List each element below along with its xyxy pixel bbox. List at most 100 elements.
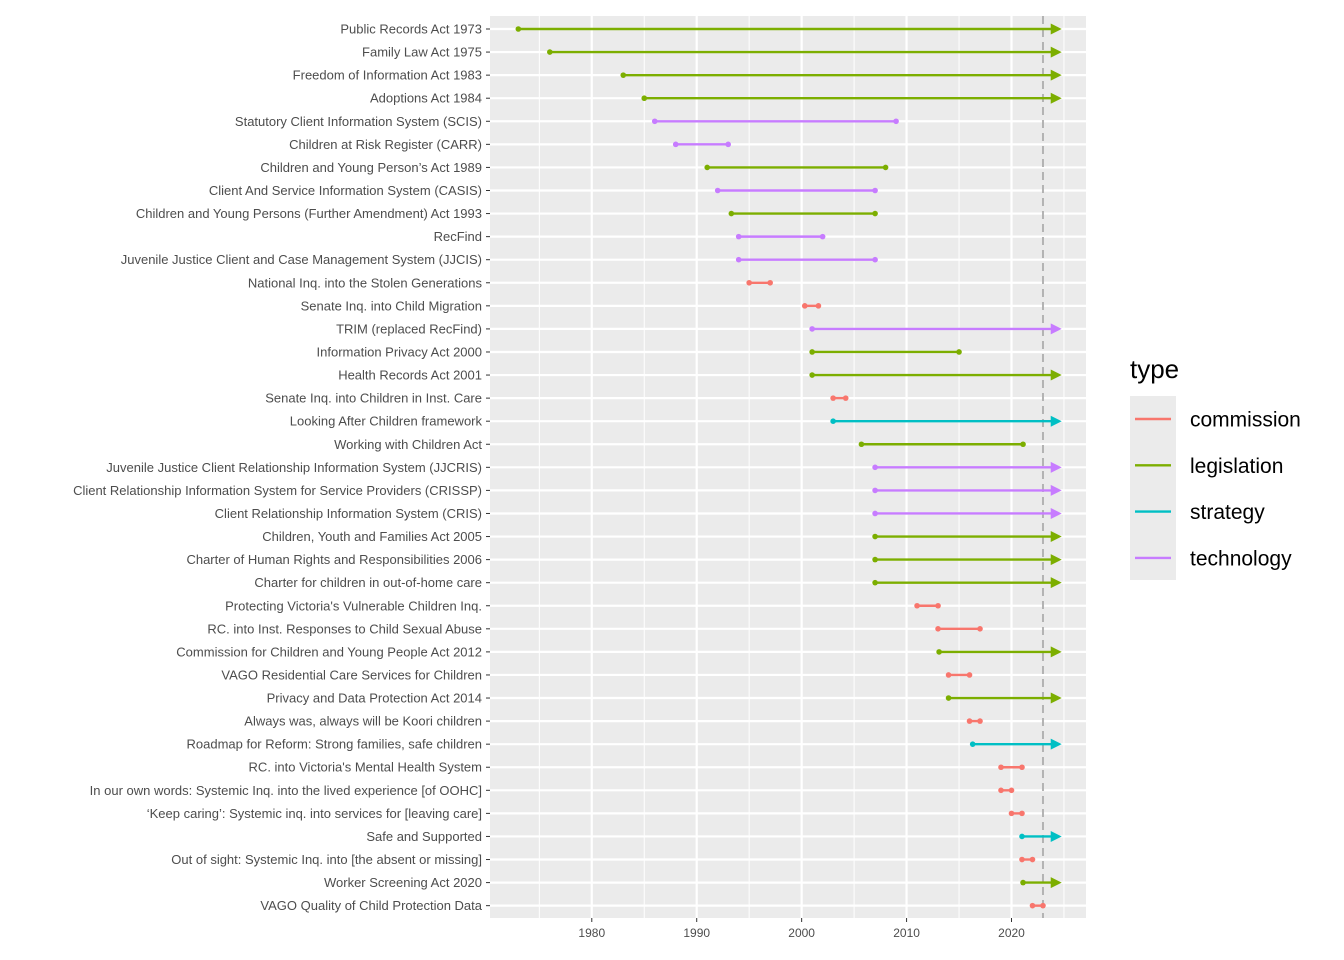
ongoing-arrow [1050,738,1062,750]
timeline-row [746,279,773,286]
timeline-row [714,187,878,194]
ongoing-arrow [1050,323,1062,335]
y-axis-label: ‘Keep caring’: Systemic inq. into servic… [147,806,482,821]
ongoing-arrow [1050,554,1062,566]
y-axis-labels: Public Records Act 1973 Family Law Act 19… [73,22,490,913]
end-point [872,210,878,217]
y-axis-label: Health Records Act 2001 [338,368,482,383]
timeline-row [969,738,1062,750]
timeline-row [547,46,1062,58]
legend-key-background [1130,396,1176,580]
start-point [872,533,878,540]
ongoing-arrow [1050,577,1062,589]
y-axis-label: Senate Inq. into Children in Inst. Care [265,391,482,406]
start-point [704,164,711,171]
timeline-row [914,602,941,609]
y-axis-label: Always was, always will be Koori childre… [244,714,482,729]
y-axis-label: Family Law Act 1975 [362,45,482,60]
legend-item-technology: technology [1135,547,1292,570]
timeline-row [641,92,1062,104]
end-point [956,349,962,355]
timeline-row [1008,810,1025,817]
legend: type commission legislation strategy techno… [1130,354,1301,580]
start-point [735,256,742,263]
start-point [998,764,1004,771]
end-point [1019,810,1025,817]
start-point [914,602,920,609]
timeline-row [735,256,878,263]
start-point [872,579,878,586]
y-axis-label: Client And Service Information System (C… [209,183,482,198]
timeline-row [809,369,1062,381]
y-axis-label: National Inq. into the Stolen Generation… [248,275,483,290]
end-point [767,279,773,286]
ongoing-arrow [1050,531,1062,543]
start-point [801,303,808,309]
timeline-row [809,323,1062,335]
timeline-rows [515,23,1062,909]
y-axis-label: Children, Youth and Families Act 2005 [262,529,482,544]
ongoing-arrow [1050,46,1062,58]
x-axis-tick-label: 1980 [578,926,605,940]
end-point [1008,787,1015,794]
timeline-row [515,23,1062,35]
start-point [1029,902,1036,909]
ongoing-arrow [1050,23,1062,35]
start-point [830,418,836,424]
y-axis-label: Charter of Human Rights and Responsibili… [186,552,482,567]
timeline-row [966,718,983,724]
start-point [872,487,878,494]
y-axis-label: Freedom of Information Act 1983 [293,68,482,83]
timeline-row [651,118,899,125]
legend-label: legislation [1190,455,1283,478]
y-axis-label: Client Relationship Information System (… [215,506,482,521]
ongoing-arrow [1050,92,1062,104]
start-point [547,49,553,55]
timeline-row [672,141,731,148]
y-axis-label: Children and Young Persons (Further Amen… [136,206,482,221]
start-point [966,718,973,724]
start-point [1020,879,1026,886]
timeline-row [872,554,1062,566]
x-axis-tick-label: 2000 [788,926,815,940]
y-axis-label: Juvenile Justice Client Relationship Inf… [106,460,482,475]
x-axis-tick-label: 2020 [998,926,1025,940]
end-point [815,303,822,309]
timeline-row [872,577,1062,589]
legend-label: strategy [1190,501,1265,524]
timeline-row [728,210,878,217]
timeline-row [998,764,1025,771]
end-point [966,672,973,678]
start-point [1008,810,1015,817]
y-axis-label: Client Relationship Information System f… [73,483,482,498]
y-axis-label: Privacy and Data Protection Act 2014 [267,691,482,706]
legend-items: commission legislation strategy technology [1135,409,1301,570]
y-axis-label: Safe and Supported [366,829,482,844]
y-axis-label: Public Records Act 1973 [340,22,482,37]
start-point [515,26,522,32]
start-point [969,741,976,747]
start-point [936,649,942,655]
end-point [1020,441,1026,448]
y-axis-label: Charter for children in out-of-home care [254,575,482,590]
timeline-row [735,233,826,240]
y-axis-label: Working with Children Act [334,437,482,452]
timeline-row [945,672,973,678]
start-point [872,556,878,563]
start-point [746,279,752,286]
start-point [714,187,721,194]
legend-label: commission [1190,409,1301,432]
y-axis-label: Statutory Client Information System (SCI… [235,114,482,129]
start-point [809,349,815,355]
timeline-row [1019,856,1036,863]
y-axis-label: VAGO Quality of Child Protection Data [260,898,482,913]
start-point [672,141,679,148]
timeline-row [935,626,983,632]
y-axis-label: Information Privacy Act 2000 [317,344,482,359]
timeline-row [830,395,849,401]
y-axis-label: Children and Young Person’s Act 1989 [260,160,482,175]
start-point [728,210,735,217]
timeline-row [830,415,1062,427]
y-axis-label: Roadmap for Reform: Strong families, saf… [186,737,482,752]
